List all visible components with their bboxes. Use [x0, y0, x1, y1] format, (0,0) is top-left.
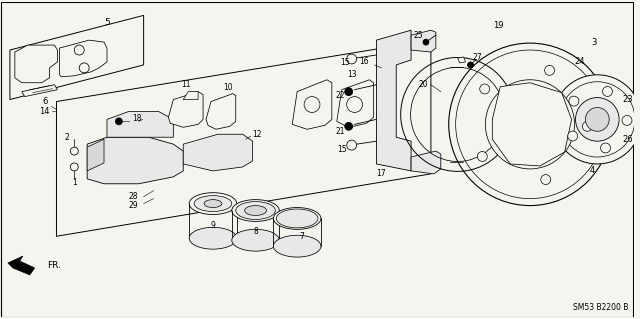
Polygon shape: [183, 134, 253, 171]
Polygon shape: [376, 30, 411, 171]
Text: 20: 20: [419, 80, 428, 89]
Ellipse shape: [273, 208, 321, 229]
Text: 18: 18: [132, 114, 141, 123]
Circle shape: [423, 39, 429, 45]
Circle shape: [70, 163, 78, 171]
Circle shape: [569, 96, 579, 106]
Ellipse shape: [244, 205, 266, 215]
Text: 15: 15: [337, 145, 346, 154]
Circle shape: [602, 86, 612, 96]
Circle shape: [559, 82, 635, 157]
Polygon shape: [411, 30, 436, 52]
Ellipse shape: [232, 229, 279, 251]
Text: 1: 1: [72, 178, 77, 187]
Polygon shape: [206, 94, 236, 129]
Text: 12: 12: [253, 130, 262, 139]
Text: 19: 19: [493, 21, 504, 30]
Circle shape: [600, 143, 611, 153]
Polygon shape: [168, 92, 203, 127]
Circle shape: [468, 62, 474, 68]
Polygon shape: [411, 151, 441, 174]
Circle shape: [456, 50, 604, 199]
Circle shape: [345, 122, 353, 130]
Ellipse shape: [276, 209, 318, 228]
Text: 7: 7: [299, 232, 304, 241]
Circle shape: [586, 108, 609, 131]
Polygon shape: [292, 80, 332, 129]
Circle shape: [347, 54, 356, 64]
Text: 13: 13: [347, 70, 356, 79]
Text: 3: 3: [591, 38, 597, 47]
Text: 22: 22: [335, 91, 345, 100]
Text: 29: 29: [129, 201, 138, 210]
Ellipse shape: [189, 193, 237, 214]
Ellipse shape: [189, 227, 237, 249]
Circle shape: [582, 122, 593, 131]
Text: 2: 2: [65, 133, 70, 142]
Polygon shape: [183, 92, 198, 100]
Text: SM53 B2200 B: SM53 B2200 B: [573, 303, 628, 312]
Text: 27: 27: [473, 54, 483, 63]
Polygon shape: [8, 256, 35, 275]
Text: 26: 26: [622, 135, 633, 144]
Circle shape: [575, 98, 619, 141]
Text: 17: 17: [376, 169, 386, 178]
Text: 28: 28: [129, 192, 138, 201]
Text: 21: 21: [335, 127, 345, 136]
Text: 8: 8: [253, 227, 258, 236]
Text: 10: 10: [223, 83, 233, 92]
Ellipse shape: [236, 202, 275, 219]
Ellipse shape: [273, 235, 321, 257]
Text: 15: 15: [340, 58, 349, 67]
Circle shape: [541, 174, 551, 184]
Circle shape: [115, 118, 122, 125]
Ellipse shape: [204, 200, 222, 208]
Polygon shape: [337, 80, 374, 127]
Text: 6: 6: [42, 97, 47, 106]
Text: 14: 14: [39, 107, 50, 116]
Circle shape: [347, 97, 362, 113]
Circle shape: [622, 115, 632, 125]
Polygon shape: [87, 137, 183, 184]
Text: 16: 16: [359, 57, 369, 66]
Text: 9: 9: [211, 221, 216, 230]
Text: FR.: FR.: [47, 262, 61, 271]
Polygon shape: [60, 40, 107, 77]
Text: 25: 25: [413, 31, 423, 40]
Circle shape: [477, 152, 487, 161]
Circle shape: [485, 80, 575, 169]
Polygon shape: [492, 83, 572, 166]
Text: 23: 23: [622, 95, 633, 104]
Text: 5: 5: [104, 18, 110, 27]
Ellipse shape: [232, 200, 279, 221]
Polygon shape: [10, 15, 143, 100]
Text: 4: 4: [589, 167, 595, 175]
Text: 11: 11: [182, 80, 191, 89]
Circle shape: [480, 84, 490, 94]
Circle shape: [304, 97, 320, 113]
Circle shape: [347, 140, 356, 150]
Circle shape: [70, 147, 78, 155]
Circle shape: [510, 105, 550, 144]
Ellipse shape: [194, 196, 232, 211]
Polygon shape: [15, 45, 58, 83]
Circle shape: [449, 43, 611, 205]
Circle shape: [568, 131, 578, 141]
Text: 24: 24: [574, 57, 585, 66]
Polygon shape: [458, 57, 465, 63]
Polygon shape: [56, 40, 431, 236]
Circle shape: [553, 75, 640, 164]
Polygon shape: [22, 85, 58, 97]
Polygon shape: [87, 139, 104, 171]
Circle shape: [545, 65, 554, 75]
Polygon shape: [107, 111, 173, 137]
Circle shape: [345, 88, 353, 96]
